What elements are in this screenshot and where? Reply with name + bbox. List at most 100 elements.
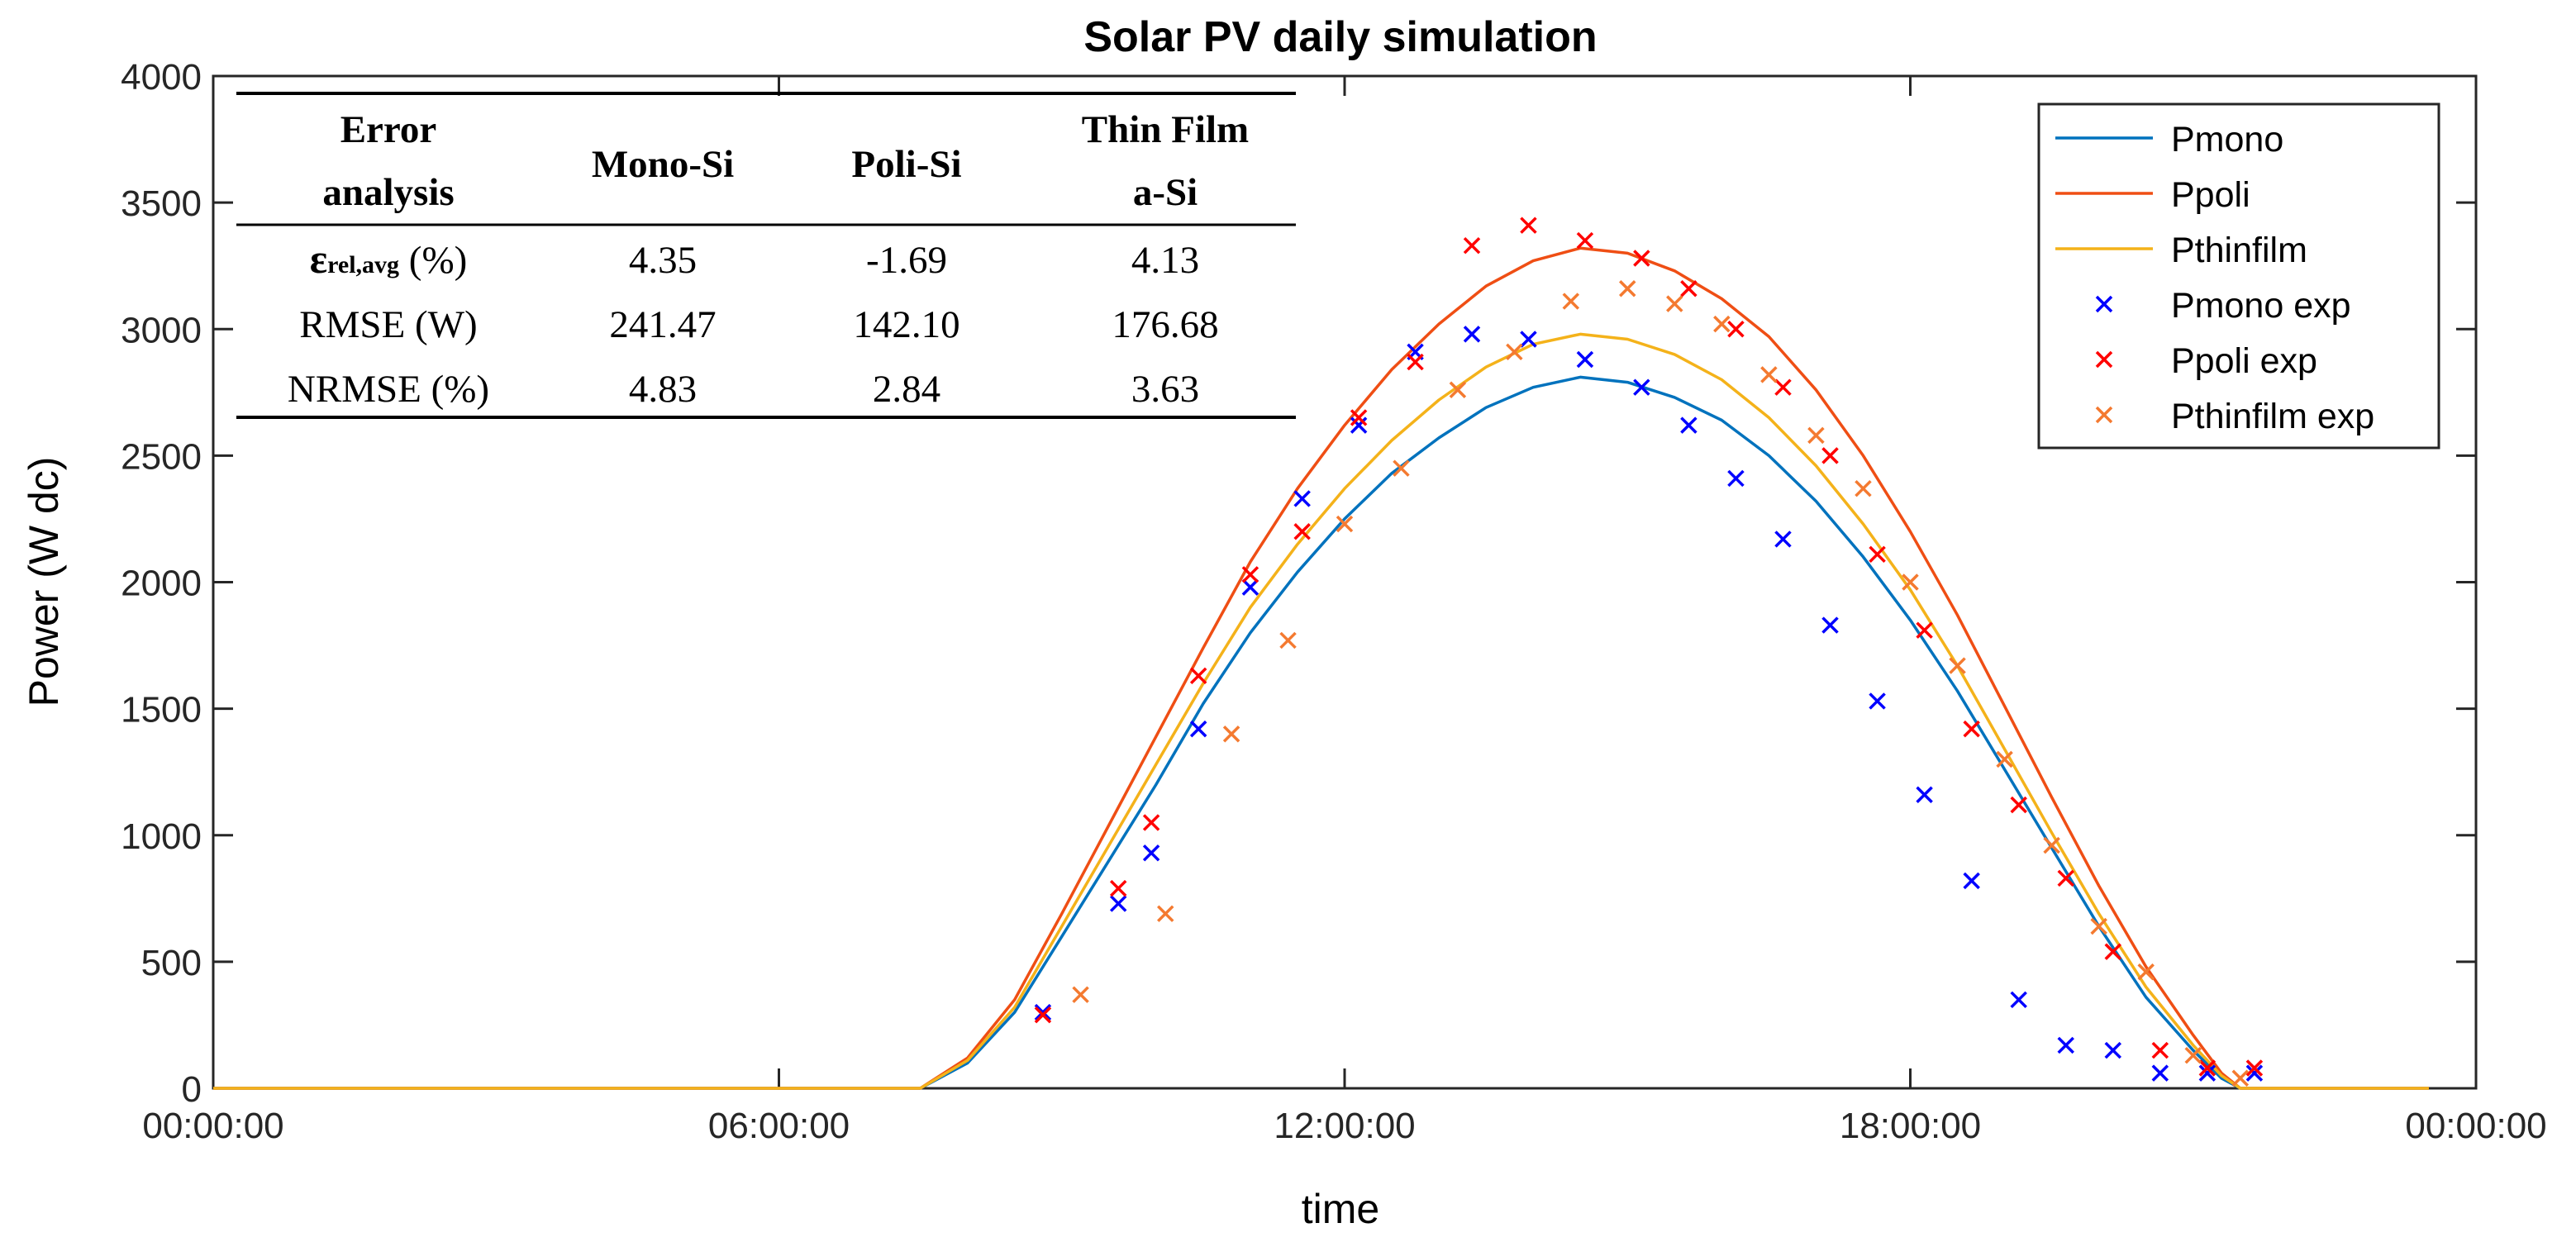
marker-pthinfilm-exp-stroke xyxy=(2090,917,2107,935)
marker-ppoli-exp-stroke xyxy=(1576,231,1594,250)
marker-ppoli-exp xyxy=(2198,1059,2217,1077)
marker-ppoli-exp-stroke xyxy=(2245,1059,2264,1077)
legend: Pmono Ppoli Pthinfilm Pmono exp Ppoli exp Pth… xyxy=(2037,102,2440,450)
marker-pthinfilm-exp-stroke xyxy=(1666,295,1683,312)
marker-pthinfilm-exp-stroke xyxy=(2043,836,2060,854)
marker-pthinfilm-exp xyxy=(1506,343,1523,361)
table-header-poli-si: Poli-Si xyxy=(851,143,961,186)
series-markers xyxy=(1034,217,2264,1087)
y-tick-labels: 0 500 1000 1500 2000 2500 3000 3500 4000 xyxy=(121,57,202,1110)
marker-pthinfilm-exp-stroke xyxy=(1506,343,1523,361)
marker-ppoli-exp-stroke xyxy=(1774,378,1792,396)
marker-ppoli-exp-stroke xyxy=(1241,566,1259,583)
legend-box xyxy=(2037,102,2440,450)
marker-ppoli-exp-stroke xyxy=(2198,1059,2217,1077)
marker-pmono-exp xyxy=(2245,1064,2264,1082)
marker-pmono-exp-stroke xyxy=(1576,350,1594,369)
marker-pthinfilm-exp xyxy=(1222,726,1240,743)
marker-ppoli-exp xyxy=(1034,1006,1052,1024)
marker-pthinfilm-exp-stroke xyxy=(1807,426,1825,445)
marker-pmono-exp xyxy=(1109,895,1127,912)
x-tick-label: 12:00:00 xyxy=(1274,1106,1415,1146)
legend-swatch-ppoli-exp xyxy=(2095,350,2113,369)
x-tick-label: 00:00:00 xyxy=(2405,1106,2546,1146)
table-header-analysis: analysis xyxy=(322,171,454,214)
marker-pthinfilm-exp-stroke xyxy=(1449,381,1467,398)
marker-pmono-exp-stroke xyxy=(1189,720,1207,738)
marker-pthinfilm-exp xyxy=(2231,1069,2250,1087)
marker-pmono-exp-stroke xyxy=(2245,1064,2264,1082)
marker-pmono-exp xyxy=(2104,1041,2122,1059)
marker-ppoli-exp xyxy=(1189,667,1207,685)
marker-ppoli-exp xyxy=(1350,409,1368,426)
marker-ppoli-exp xyxy=(1963,720,1980,738)
legend-swatch-pthinfilm-exp xyxy=(2095,406,2113,424)
marker-ppoli-exp xyxy=(1727,321,1745,338)
legend-label-pthinfilm: Pthinfilm xyxy=(2171,231,2307,270)
legend-marker-stroke xyxy=(2095,350,2113,369)
marker-pmono-exp-stroke xyxy=(2057,1036,2074,1054)
marker-pmono-exp-stroke xyxy=(1293,490,1311,507)
marker-pmono-exp-stroke xyxy=(2010,991,2027,1009)
marker-pmono-exp-stroke xyxy=(1350,416,1368,434)
marker-pthinfilm-exp-stroke xyxy=(1855,479,1872,497)
marker-ppoli-exp-stroke xyxy=(1869,545,1886,564)
marker-pthinfilm-exp xyxy=(1760,366,1778,383)
legend-label-pmono: Pmono xyxy=(2171,120,2283,159)
marker-ppoli-exp xyxy=(1916,621,1933,639)
marker-pthinfilm-exp xyxy=(1449,381,1467,398)
marker-pmono-exp xyxy=(1633,378,1650,396)
marker-pthinfilm-exp xyxy=(1279,631,1297,650)
legend-marker-stroke xyxy=(2095,295,2113,313)
marker-pthinfilm-exp-stroke xyxy=(2137,963,2155,981)
marker-ppoli-exp-stroke xyxy=(1963,720,1980,738)
legend-label-ppoli: Ppoli xyxy=(2171,175,2250,215)
marker-pthinfilm-exp-stroke xyxy=(1902,573,1919,591)
marker-ppoli-exp-stroke xyxy=(1633,250,1650,267)
epsilon-subscript: rel,avg xyxy=(327,251,399,278)
marker-pmono-exp-stroke xyxy=(1916,786,1933,803)
marker-pthinfilm-exp xyxy=(2137,963,2155,981)
marker-ppoli-exp xyxy=(1680,280,1697,297)
marker-pmono-exp xyxy=(1727,469,1745,488)
marker-pmono-exp xyxy=(1576,350,1594,369)
marker-pthinfilm-exp xyxy=(1949,657,1966,674)
y-tick-label: 4000 xyxy=(121,57,202,98)
marker-pmono-exp-stroke xyxy=(1633,378,1650,396)
marker-pmono-exp-stroke xyxy=(1241,578,1259,596)
marker-ppoli-exp-stroke xyxy=(1407,353,1424,371)
marker-ppoli-exp xyxy=(1774,378,1792,396)
marker-pmono-exp xyxy=(1350,416,1368,434)
marker-pmono-exp xyxy=(1034,1003,1052,1021)
table-cell: 4.83 xyxy=(629,368,697,411)
x-axis-label: time xyxy=(1302,1186,1379,1232)
marker-pthinfilm-exp xyxy=(2043,836,2060,854)
marker-pmono-exp-stroke xyxy=(1463,326,1481,343)
x-tick-label: 06:00:00 xyxy=(708,1106,850,1146)
marker-ppoli-exp-stroke xyxy=(1142,814,1160,831)
table-row-metric: εrel,avg (%) xyxy=(310,236,468,282)
y-tick-label: 3000 xyxy=(121,310,202,350)
chart-title: Solar PV daily simulation xyxy=(1083,13,1597,61)
marker-ppoli-exp xyxy=(1520,217,1537,234)
marker-pmono-exp xyxy=(1963,872,1980,890)
legend-label-pmono-exp: Pmono exp xyxy=(2171,286,2351,326)
marker-ppoli-exp xyxy=(1576,231,1594,250)
marker-pthinfilm-exp xyxy=(1562,293,1580,310)
marker-pmono-exp xyxy=(1916,786,1933,803)
marker-pthinfilm-exp-stroke xyxy=(1713,315,1731,333)
y-tick-label: 2000 xyxy=(121,564,202,604)
marker-pthinfilm-exp-stroke xyxy=(1279,631,1297,650)
table-row-metric: NRMSE (%) xyxy=(288,368,489,411)
marker-ppoli-exp xyxy=(1463,236,1481,255)
marker-pthinfilm-exp xyxy=(1666,295,1683,312)
marker-pthinfilm-exp xyxy=(1619,280,1636,297)
marker-pthinfilm-exp-stroke xyxy=(1562,293,1580,310)
marker-pthinfilm-exp-stroke xyxy=(1157,905,1174,922)
y-tick-label: 500 xyxy=(141,943,202,983)
marker-pthinfilm-exp xyxy=(2090,917,2107,935)
marker-pmono-exp xyxy=(1241,578,1259,596)
series-lines xyxy=(213,246,2429,1090)
marker-pthinfilm-exp xyxy=(1393,459,1410,477)
table-cell: -1.69 xyxy=(866,239,947,282)
